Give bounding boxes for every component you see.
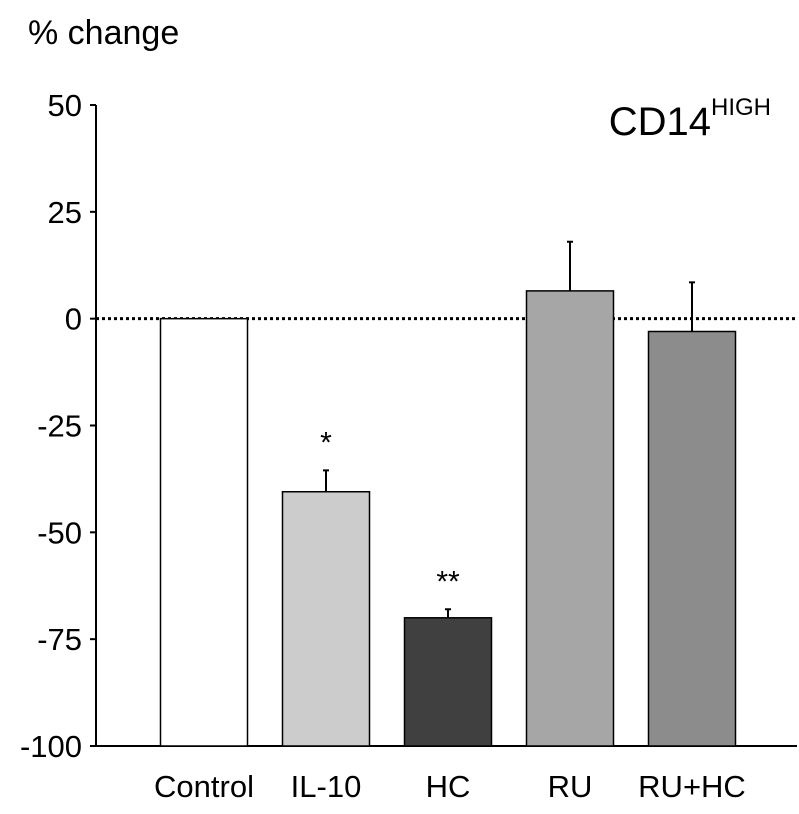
y-tick-label: 25: [48, 195, 82, 230]
x-tick-label: HC: [426, 769, 471, 804]
y-tick-label: -25: [37, 409, 82, 444]
y-tick-label: 0: [65, 302, 82, 337]
y-tick-label: 50: [48, 88, 82, 123]
y-tick-label: -75: [37, 622, 82, 657]
bar: [281, 490, 371, 747]
x-tick-label: Control: [154, 769, 254, 804]
annotation-main: CD14: [609, 100, 711, 144]
bar: [159, 317, 249, 747]
labels: 50 25 0 -25 -50 -75 -100 Control * IL-10 ** HC RU RU+…: [20, 88, 746, 804]
y-axis-label: % change: [28, 14, 179, 52]
annotation: CD14HIGH: [609, 94, 771, 144]
x-tick-label: RU: [548, 769, 593, 804]
x-tick-label: RU+HC: [638, 769, 746, 804]
svg-text:CD14HIGH: CD14HIGH: [609, 94, 771, 144]
bar: [403, 617, 493, 747]
annotation-superscript: HIGH: [711, 94, 771, 121]
y-tick-label: -100: [20, 729, 82, 764]
y-tick-label: -50: [37, 515, 82, 550]
x-tick-label: IL-10: [291, 769, 362, 804]
significance-marker: **: [436, 565, 460, 598]
bar: [525, 290, 615, 747]
bar: [647, 330, 737, 747]
significance-marker: *: [320, 426, 332, 459]
bars: [159, 240, 737, 747]
